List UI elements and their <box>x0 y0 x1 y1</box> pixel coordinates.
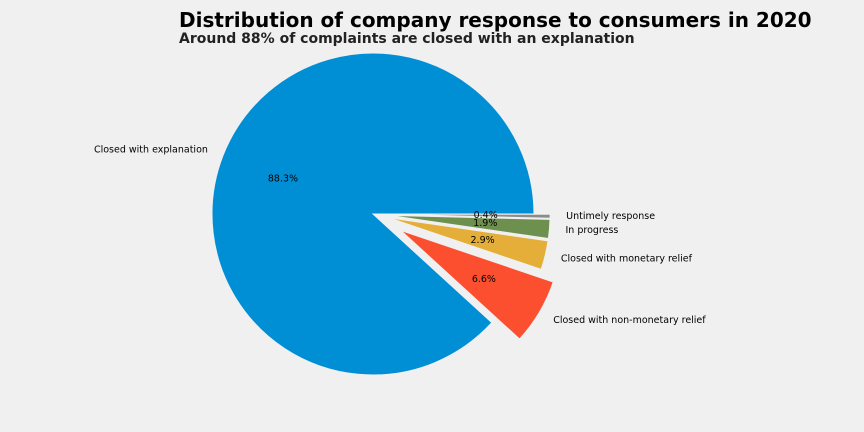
pie-slice-4 <box>388 214 551 240</box>
slice-pct-label-2: 6.6% <box>472 274 496 285</box>
slice-label-1: Closed with explanation <box>94 144 208 155</box>
pie-slice-3 <box>388 217 549 271</box>
pie-labels: Closed with explanation 88.3% Closed with … <box>94 144 706 326</box>
slice-pct-label-4: 1.9% <box>473 218 497 229</box>
pie-slice-1 <box>211 52 535 376</box>
pie-slice-2 <box>400 229 554 340</box>
chart-title: Distribution of company response to cons… <box>179 8 812 32</box>
slice-pct-label-5: 0.4% <box>474 210 498 221</box>
pie-slice-5 <box>389 213 551 219</box>
slice-label-4: In progress <box>566 225 619 236</box>
slice-label-3: Closed with monetary relief <box>561 254 693 265</box>
slice-pct-label-1: 88.3% <box>268 174 298 185</box>
slice-label-2: Closed with non-monetary relief <box>553 315 706 326</box>
pie-slices <box>211 52 554 376</box>
chart-subtitle: Around 88% of complaints are closed with… <box>179 31 635 47</box>
slice-pct-label-3: 2.9% <box>471 235 495 246</box>
slice-label-5: Untimely response <box>566 211 655 222</box>
